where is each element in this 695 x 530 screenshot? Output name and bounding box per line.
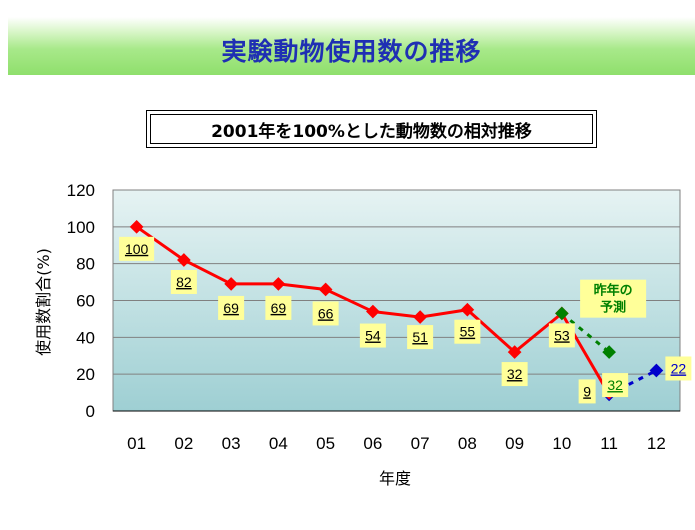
data-label: 69: [223, 300, 239, 316]
y-tick-label: 100: [67, 218, 95, 237]
data-label-bg: [170, 269, 197, 294]
data-label-bg: [602, 373, 629, 398]
x-tick-label: 05: [316, 434, 335, 453]
y-tick-label: 60: [76, 292, 95, 311]
x-tick-label: 10: [552, 434, 571, 453]
data-label-bg: [548, 323, 575, 348]
chart-title: 2001年を100%とした動物数の相対推移: [150, 114, 593, 144]
data-label-bg: [578, 379, 596, 404]
x-tick-label: 04: [269, 434, 288, 453]
data-point: [649, 363, 664, 378]
data-label: 53: [554, 327, 570, 343]
data-point: [224, 277, 238, 291]
data-label-bg: [665, 356, 692, 381]
x-tick-label: 07: [411, 434, 430, 453]
data-label-bg: [454, 319, 481, 344]
x-tick-label: 03: [222, 434, 241, 453]
data-label: 51: [412, 329, 428, 345]
page-title: 実験動物使用数の推移: [221, 37, 482, 66]
data-label: 82: [176, 274, 192, 290]
data-point: [460, 302, 475, 317]
x-tick-label: 06: [363, 434, 382, 453]
data-label: 55: [460, 324, 476, 340]
y-tick-label: 20: [76, 365, 95, 384]
series-line: [608, 369, 658, 396]
x-tick-label: 09: [505, 434, 524, 453]
data-label: 32: [507, 366, 523, 382]
data-point: [602, 345, 616, 359]
data-point: [271, 277, 286, 291]
x-tick-label: 11: [600, 434, 618, 453]
annotation-text: 昨年の: [594, 283, 633, 299]
data-label-bg: [407, 325, 434, 350]
data-point: [129, 219, 144, 234]
data-point: [413, 310, 427, 324]
chart-title-box: 2001年を100%とした動物数の相対推移: [146, 110, 597, 148]
data-point: [507, 345, 522, 359]
y-tick-label: 120: [67, 181, 95, 200]
x-tick-label: 12: [647, 434, 666, 453]
y-tick-label: 80: [76, 255, 95, 274]
data-label-bg: [501, 362, 528, 387]
data-label: 100: [125, 241, 149, 257]
x-tick-label: 08: [458, 434, 477, 453]
x-tick-label: 01: [127, 434, 146, 453]
data-label: 54: [365, 328, 381, 344]
annotation-bg: [580, 279, 647, 318]
data-point: [318, 282, 333, 297]
y-tick-label: 0: [86, 402, 95, 421]
data-label-bg: [265, 295, 292, 320]
data-label-bg: [312, 301, 339, 326]
y-tick-label: 40: [76, 328, 95, 347]
data-point: [366, 304, 380, 319]
data-label: 69: [271, 300, 287, 316]
data-label: 22: [671, 360, 687, 376]
data-label: 32: [607, 377, 623, 393]
data-label: 66: [318, 305, 334, 321]
data-label-bg: [359, 323, 386, 348]
x-axis-title: 年度: [379, 469, 411, 488]
data-point: [555, 306, 569, 321]
x-tick-label: 02: [174, 434, 193, 453]
data-label-bg: [119, 236, 155, 261]
data-point: [177, 253, 191, 267]
data-label-bg: [218, 295, 245, 320]
y-axis-title: 使用数割合(%): [34, 248, 53, 356]
data-label: 9: [583, 383, 591, 399]
title-banner: 実験動物使用数の推移: [8, 17, 695, 75]
annotation-text: 予測: [600, 300, 626, 316]
